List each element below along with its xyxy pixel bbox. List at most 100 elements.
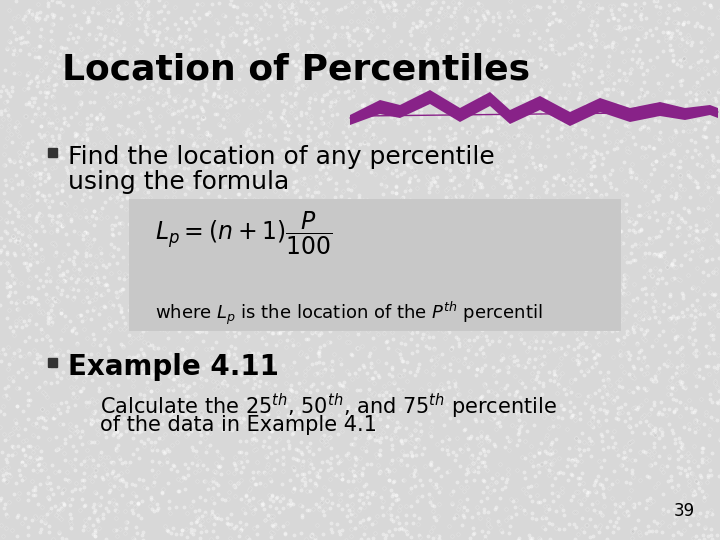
Point xyxy=(214,93,225,102)
Point xyxy=(71,131,82,139)
Point xyxy=(390,291,401,300)
Point xyxy=(644,208,655,217)
Point xyxy=(2,382,14,390)
Point xyxy=(425,356,436,365)
Point xyxy=(343,506,355,515)
Point xyxy=(289,0,300,6)
Point xyxy=(455,482,467,491)
Point xyxy=(669,487,680,495)
Point xyxy=(499,85,510,94)
Point xyxy=(631,404,643,413)
Point xyxy=(112,446,123,454)
Point xyxy=(528,363,540,372)
Point xyxy=(443,222,454,231)
Point xyxy=(342,487,354,496)
Point xyxy=(195,431,207,440)
Point xyxy=(622,352,634,360)
Point xyxy=(378,497,390,505)
Point xyxy=(216,379,228,387)
Point xyxy=(343,31,355,39)
Point xyxy=(95,23,107,32)
Point xyxy=(263,19,274,28)
Point xyxy=(324,164,336,173)
Point xyxy=(494,73,505,82)
Point xyxy=(64,424,76,433)
Point xyxy=(434,323,446,332)
Point xyxy=(12,512,23,521)
Point xyxy=(348,214,359,223)
Point xyxy=(406,325,418,334)
Point xyxy=(690,352,702,360)
Point xyxy=(314,17,325,25)
Point xyxy=(0,197,9,206)
Point xyxy=(24,273,36,282)
Point xyxy=(136,194,148,203)
Point xyxy=(307,380,319,389)
Point xyxy=(258,85,269,93)
Point xyxy=(86,417,98,426)
Point xyxy=(562,273,574,281)
Point xyxy=(27,431,39,440)
Point xyxy=(328,316,340,325)
Point xyxy=(606,279,618,288)
Point xyxy=(225,196,237,205)
Point xyxy=(469,180,480,188)
Point xyxy=(682,38,693,46)
Point xyxy=(417,334,428,342)
Point xyxy=(199,434,211,442)
Point xyxy=(559,93,571,102)
Point xyxy=(349,461,361,470)
Point xyxy=(469,456,480,464)
Point xyxy=(488,276,500,285)
Point xyxy=(616,165,627,174)
Point xyxy=(244,0,256,8)
Point xyxy=(690,111,702,120)
Point xyxy=(673,58,685,66)
Point xyxy=(690,424,701,433)
Point xyxy=(145,367,157,376)
Point xyxy=(269,225,280,233)
Point xyxy=(685,404,697,413)
Point xyxy=(351,372,362,381)
Point xyxy=(146,291,158,300)
Point xyxy=(261,462,273,471)
Point xyxy=(513,534,525,540)
Point xyxy=(238,377,249,386)
Point xyxy=(571,356,582,364)
Point xyxy=(5,129,17,138)
Point xyxy=(376,313,387,322)
Point xyxy=(413,207,425,215)
Point xyxy=(376,179,387,188)
Point xyxy=(618,33,630,42)
Point xyxy=(248,279,259,288)
Point xyxy=(86,412,97,421)
Point xyxy=(107,459,118,468)
Point xyxy=(584,315,595,323)
Point xyxy=(678,312,689,321)
Point xyxy=(22,530,34,539)
Point xyxy=(194,492,206,501)
Point xyxy=(476,323,487,332)
Point xyxy=(194,437,205,446)
Point xyxy=(176,426,188,434)
Point xyxy=(690,90,701,98)
Point xyxy=(575,230,587,239)
Point xyxy=(532,498,544,507)
Point xyxy=(170,293,181,302)
Point xyxy=(4,305,15,314)
Point xyxy=(346,524,357,533)
Point xyxy=(3,471,14,480)
Point xyxy=(638,77,649,86)
Point xyxy=(41,393,53,402)
Point xyxy=(218,364,230,373)
Point xyxy=(318,295,329,303)
Point xyxy=(159,264,171,272)
Point xyxy=(681,361,693,370)
Point xyxy=(449,381,461,390)
Point xyxy=(177,217,189,226)
Point xyxy=(256,35,267,43)
Point xyxy=(240,156,252,164)
Point xyxy=(474,514,485,522)
Point xyxy=(271,492,283,501)
Point xyxy=(114,484,125,492)
